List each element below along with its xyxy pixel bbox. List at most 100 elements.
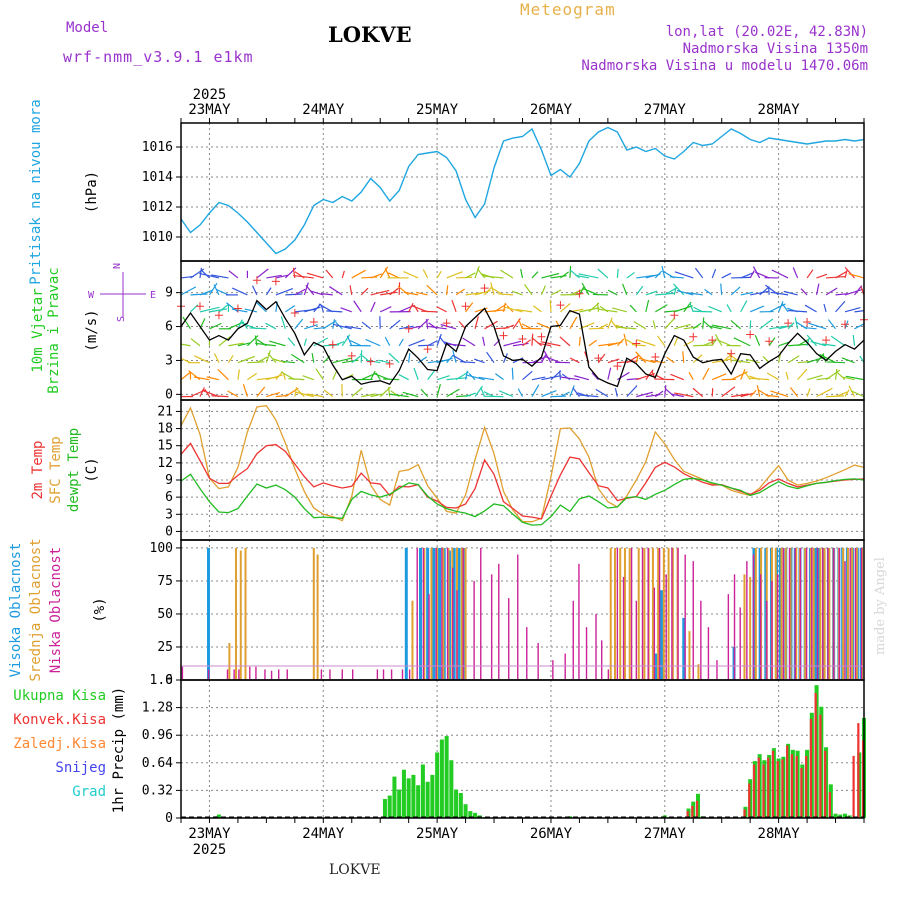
wind-arrow: [436, 270, 442, 279]
cloud-bar: [419, 547, 423, 680]
cloud-bar: [457, 547, 461, 680]
cloud-bar: [860, 547, 863, 680]
wind-arrow: [304, 324, 318, 330]
wind-arrow: [574, 375, 590, 381]
wind-arrow: [503, 340, 522, 347]
wind-arrow: [190, 338, 201, 347]
wind-arrow: [383, 378, 400, 381]
cloud-bar: [462, 547, 464, 680]
gust-marker: [423, 345, 432, 354]
wind-arrow: [446, 271, 463, 279]
cloud-bar: [849, 547, 851, 680]
wind-arrow: [244, 308, 258, 313]
wind-arrow: [629, 304, 637, 313]
wind-arrow: [342, 359, 359, 364]
wind-arrow: [688, 371, 694, 380]
wind-arrow: [654, 304, 668, 313]
cloud-bar: [677, 547, 679, 680]
wind-arrow: [626, 271, 635, 279]
precip-bar: [420, 764, 425, 818]
wind-arrow: [520, 268, 524, 279]
wind-arrow: [466, 374, 485, 381]
day-label-bottom: 26MAY: [530, 826, 573, 842]
wind-arrow: [806, 337, 810, 346]
precip-bar: [392, 776, 397, 818]
cloud-bar: [795, 547, 798, 680]
cloud-bar: [799, 547, 802, 680]
wind-arrow: [759, 318, 774, 330]
wind-arrow: [607, 289, 618, 296]
cloud-bar: [498, 563, 500, 680]
wind-arrow: [242, 384, 248, 397]
wind-arrow: [328, 286, 343, 296]
cloud-bar: [390, 669, 393, 680]
cloud-bar: [682, 617, 686, 680]
wind-arrow: [370, 273, 383, 279]
model-label: Model: [66, 20, 109, 36]
panel-label: Brzina i Pravac: [46, 267, 62, 393]
wind-arrow: [360, 287, 369, 296]
cloud-bar: [460, 547, 463, 680]
panel-label: SFC Temp: [48, 436, 64, 503]
wind-arrow: [676, 289, 694, 296]
wind-arrow: [550, 289, 562, 296]
wind-arrow: [654, 270, 663, 279]
y-tick-label: 0.96: [142, 728, 173, 743]
gust-marker: [594, 354, 603, 363]
wind-arrow: [436, 306, 447, 313]
wind-arrow: [275, 394, 288, 398]
gust-marker: [480, 284, 489, 293]
wind-arrow: [209, 322, 222, 330]
precip-bar: [833, 813, 838, 818]
wind-arrow: [517, 388, 524, 397]
wind-arrow: [823, 303, 827, 313]
gust-marker: [651, 353, 660, 362]
wind-arrow: [206, 376, 220, 381]
wind-arrow: [806, 334, 818, 347]
wind-arrow: [769, 325, 787, 330]
wind-arrow: [502, 302, 506, 312]
cloud-bar: [490, 574, 493, 680]
precip-bar: [767, 757, 770, 818]
wind-arrow: [785, 371, 789, 380]
gust-marker: [366, 357, 375, 366]
wind-arrow: [511, 367, 514, 380]
wind-arrow: [247, 372, 258, 381]
cloud-bar: [408, 669, 411, 680]
cloud-bar: [578, 563, 580, 680]
wind-arrow: [349, 340, 362, 347]
wind-arrow: [427, 340, 438, 347]
precip-bar: [473, 812, 478, 818]
wind-arrow: [651, 370, 656, 380]
wind-arrow: [287, 337, 296, 347]
gust-marker: [347, 351, 356, 360]
wind-arrow: [674, 392, 694, 398]
wind-arrow: [683, 340, 694, 347]
gust-marker: [803, 318, 812, 327]
wind-arrow: [541, 272, 560, 279]
wind-arrow: [315, 368, 324, 380]
wind-arrow: [778, 301, 784, 313]
cloud-bar: [447, 547, 450, 680]
wind-arrow: [522, 339, 532, 347]
wind-arrow: [540, 285, 546, 296]
precip-bar: [843, 813, 848, 818]
wind-arrow: [303, 282, 309, 296]
day-label-bottom: 28MAY: [758, 826, 801, 842]
wind-arrow: [199, 289, 213, 296]
panel-label: Niska Oblacnost: [48, 547, 64, 673]
altitude: Nadmorska Visina 1350m: [682, 41, 868, 57]
precip-bar: [216, 814, 221, 818]
cloud-bar: [320, 669, 323, 680]
cloud-bar: [452, 547, 456, 680]
cloud-bar: [842, 547, 845, 680]
wind-arrow: [380, 291, 397, 296]
wind-arrow: [638, 357, 656, 364]
day-label-top: 23MAY: [188, 102, 231, 118]
y-tick-label: 1.28: [142, 701, 173, 716]
wind-arrow: [555, 320, 561, 330]
wind-arrow: [749, 389, 757, 398]
gust-marker: [613, 362, 622, 371]
model-name: wrf-nmm_v3.9.1 e1km: [63, 48, 254, 66]
precip-bar: [454, 789, 459, 818]
